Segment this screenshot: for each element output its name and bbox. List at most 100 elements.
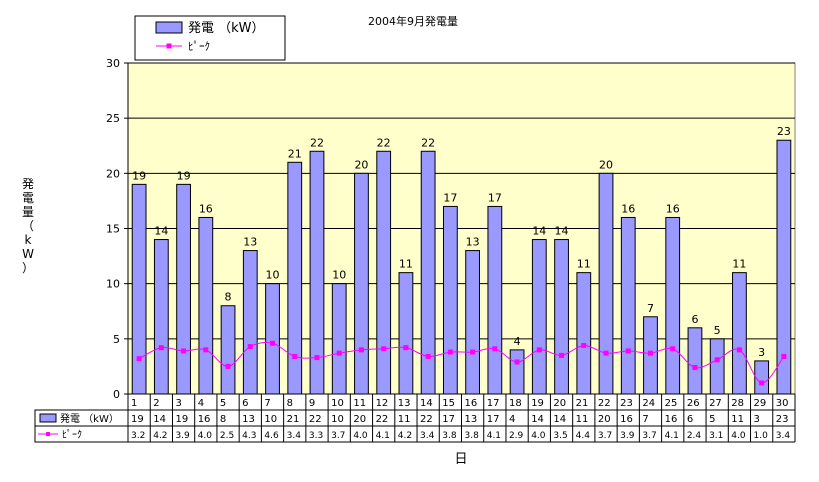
y-tick-label: 0 [113,388,120,401]
category-label: 23 [620,398,633,409]
gridlines [128,62,795,340]
table-peak-value: 3.4 [420,431,435,441]
category-label: 3 [175,398,181,409]
bar [220,305,236,395]
table-bar-value: 14 [553,414,566,425]
category-label: 28 [731,398,744,409]
table-bar-value: 16 [665,414,678,425]
bar-value-label: 21 [288,147,302,160]
peak-marker [447,349,453,355]
y-axis-label-char: 電 [22,191,34,205]
table-bar-value: 10 [331,414,344,425]
bar [709,338,725,395]
bar [509,349,525,395]
table-bar-value: 13 [465,414,478,425]
table-bar-value: 5 [709,414,715,425]
y-axis-label-char: W [22,247,34,261]
bar [442,205,458,395]
table-peak-value: 3.9 [620,431,635,441]
bar-value-label: 16 [666,202,680,215]
peak-marker [136,356,142,362]
table-peak-value: 3.8 [465,431,480,441]
peak-marker [203,347,209,353]
peak-marker [514,359,520,365]
bar [620,216,636,395]
table-bar-value: 14 [531,414,544,425]
y-axis-label: 発電量（kW） [22,177,34,275]
bar-value-label: 7 [647,302,654,315]
table-bar-series-name: 発電 （kW） [60,412,119,425]
bar [153,239,169,395]
category-label: 7 [264,398,270,409]
bar-value-label: 22 [421,136,435,149]
table-peak-value: 4.0 [731,431,746,441]
legend: 発電 （kW） ﾋﾟｰｸ [134,15,286,61]
peak-marker [425,353,431,359]
category-label: 1 [131,398,137,409]
bar-data-labels: 19 14 19 16 8 13 10 21 22 10 20 22 11 22 17 13 17 4 14 14 11… [132,125,791,359]
y-tick-label: 5 [113,333,120,346]
peak-marker [759,380,765,386]
category-label: 26 [687,398,700,409]
bar [776,139,792,395]
table-peak-value: 3.1 [709,431,723,441]
table-bar-value: 22 [376,414,389,425]
table-bar-value: 7 [642,414,648,425]
bar-value-label: 14 [555,225,569,238]
category-label: 14 [420,398,433,409]
y-tick-label: 15 [106,223,120,236]
table-line-marker [46,432,50,436]
bar [398,272,414,395]
table-bar-value: 17 [487,414,500,425]
table-peak-value: 4.1 [376,431,390,441]
category-label: 5 [220,398,226,409]
bar-value-label: 22 [377,136,391,149]
table-bar-key [39,413,57,423]
bar [176,183,191,395]
bar-value-label: 14 [154,225,168,238]
category-label: 4 [198,398,204,409]
category-label: 9 [309,398,315,409]
peak-marker [292,353,298,359]
y-tick-label: 10 [106,278,120,291]
table-bar-value: 14 [153,414,166,425]
table-peak-value: 2.9 [509,431,524,441]
bar-value-label: 4 [514,335,521,348]
bar-value-label: 20 [354,158,368,171]
peak-marker [336,350,342,356]
y-tick-label: 30 [106,57,120,70]
bar-value-label: 11 [399,258,413,271]
peak-marker [581,342,587,348]
bar [331,283,347,395]
bar [576,272,592,395]
category-label: 19 [531,398,544,409]
peak-marker [381,346,387,352]
table-peak-value: 3.4 [287,431,302,441]
bar-value-label: 5 [714,324,721,337]
table-peak-value: 3.7 [331,431,345,441]
table-bar-value: 10 [264,414,277,425]
bar [754,360,770,395]
bar [198,216,214,395]
bar [687,327,703,395]
bar [487,205,503,395]
table-peak-value: 4.2 [398,431,412,441]
bar [732,272,747,395]
bar [287,161,303,395]
table-peak-value: 4.6 [264,431,279,441]
category-label: 10 [331,398,344,409]
peak-marker [270,340,276,346]
y-axis-label-char: k [25,233,32,247]
bar [265,283,280,395]
category-label: 25 [665,398,678,409]
peak-marker [470,349,476,355]
table-bar-value: 23 [776,414,789,425]
category-label: 22 [598,398,611,409]
table-bar-value: 20 [353,414,366,425]
bar-value-label: 6 [691,313,698,326]
category-label: 24 [642,398,655,409]
bar-value-label: 10 [332,269,346,282]
category-label: 13 [398,398,411,409]
table-peak-value: 3.2 [131,431,145,441]
peak-marker [603,350,609,356]
